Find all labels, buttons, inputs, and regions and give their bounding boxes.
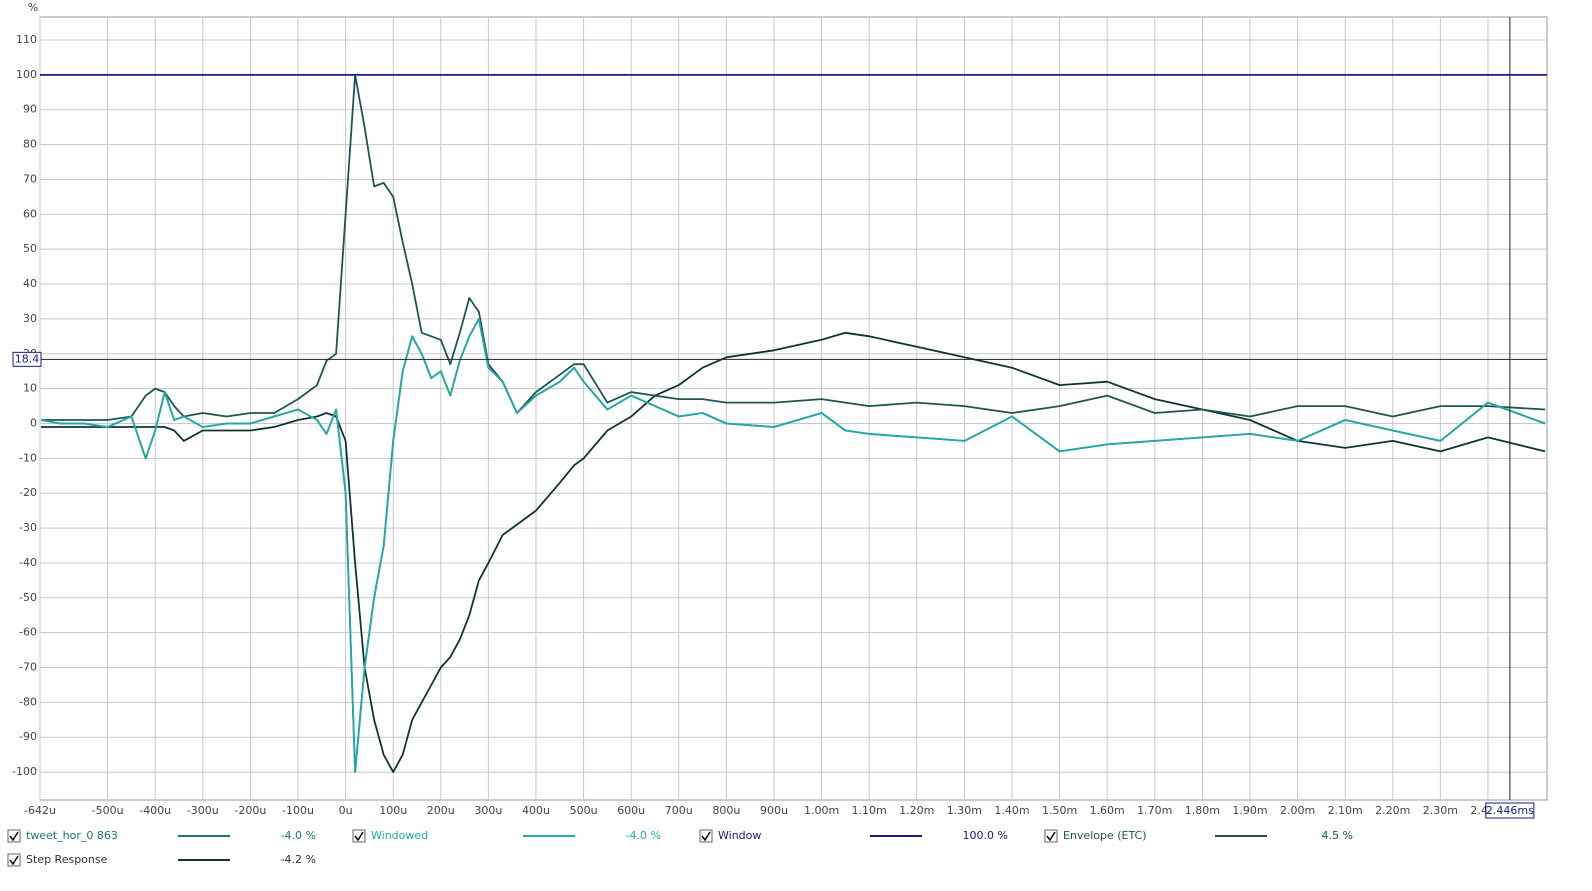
y-tick-label: -20 [19, 486, 37, 499]
x-tick-label: 200u [427, 804, 455, 817]
y-tick-label: 110 [16, 33, 37, 46]
x-tick-label: 700u [665, 804, 693, 817]
checkbox[interactable] [352, 829, 366, 843]
x-tick-label: -400u [139, 804, 171, 817]
y-tick-label: 60 [23, 207, 37, 220]
x-tick-label: 2.00m [1280, 804, 1315, 817]
checkbox[interactable] [1044, 829, 1058, 843]
x-tick-label: 1.40m [994, 804, 1029, 817]
series-line [41, 74, 1546, 421]
legend-readout: 100.0 % [963, 829, 1008, 842]
x-tick-label: 2.30m [1423, 804, 1458, 817]
checkmark [354, 831, 364, 842]
legend-readout: -4.2 % [281, 853, 316, 866]
y-tick-label: -30 [19, 521, 37, 534]
legend-name: Envelope (ETC) [1063, 829, 1147, 842]
y-tick-label: -90 [19, 730, 37, 743]
x-tick-label: 1.10m [852, 804, 887, 817]
checkmark [1046, 831, 1056, 842]
x-tick-label: 100u [379, 804, 407, 817]
x-tick-label: 900u [760, 804, 788, 817]
legend-name: Window [718, 829, 761, 842]
checkbox[interactable] [7, 829, 21, 843]
legend-readout: -4.0 % [626, 829, 661, 842]
checkbox[interactable] [699, 829, 713, 843]
checkmark [701, 831, 711, 842]
x-cursor-label: 2.446ms [1486, 804, 1534, 817]
y-tick-label: -10 [19, 451, 37, 464]
x-tick-label: 1.20m [899, 804, 934, 817]
x-tick-label: 800u [712, 804, 740, 817]
y-tick-label: 10 [23, 382, 37, 395]
x-tick-label: 1.00m [804, 804, 839, 817]
x-tick-label: 1.90m [1232, 804, 1267, 817]
legend-item: Windowed -4.0 % [352, 829, 661, 843]
y-tick-label: 40 [23, 277, 37, 290]
x-tick-label: 2.10m [1328, 804, 1363, 817]
checkmark [9, 831, 19, 842]
x-tick-label: 300u [474, 804, 502, 817]
x-tick-label: -500u [92, 804, 124, 817]
legend-name: Step Response [26, 853, 108, 866]
legend-item: Envelope (ETC) 4.5 % [1044, 829, 1353, 843]
x-tick-label: 1.30m [947, 804, 982, 817]
x-tick-label: 500u [570, 804, 598, 817]
y-tick-label: 30 [23, 312, 37, 325]
y-tick-label: -60 [19, 626, 37, 639]
checkbox[interactable] [7, 853, 21, 867]
x-tick-label: 2.20m [1375, 804, 1410, 817]
x-tick-label: 600u [617, 804, 645, 817]
y-tick-label: 70 [23, 172, 37, 185]
x-tick-label: -300u [187, 804, 219, 817]
x-tick-label: 1.80m [1185, 804, 1220, 817]
x-tick-label: 0u [339, 804, 353, 817]
y-tick-label: 0 [30, 416, 37, 429]
y-axis-label: % [28, 1, 38, 14]
y-tick-label: -40 [19, 556, 37, 569]
x-tick-label: 400u [522, 804, 550, 817]
y-tick-label: -100 [12, 765, 37, 778]
x-tick-label: 1.50m [1042, 804, 1077, 817]
series-line [40, 318, 1546, 773]
legend-item: Step Response -4.2 % [7, 853, 316, 867]
series-line [41, 331, 1546, 773]
x-tick-label: -100u [282, 804, 314, 817]
legend-item: tweet_hor_0 863 -4.0 % [7, 829, 316, 843]
x-tick-label: -200u [234, 804, 266, 817]
y-tick-label: 100 [16, 68, 37, 81]
legend-item: Window 100.0 % [699, 829, 1008, 843]
plot-area [39, 16, 1548, 801]
cursor-label-box [12, 351, 42, 367]
legend-name: tweet_hor_0 863 [26, 829, 118, 842]
x-tick-label: 1.60m [1090, 804, 1125, 817]
cursor-label-box [1485, 802, 1535, 819]
y-tick-label: 90 [23, 103, 37, 116]
y-tick-label: -70 [19, 661, 37, 674]
x-tick-label: 1.70m [1137, 804, 1172, 817]
y-tick-label: -80 [19, 695, 37, 708]
y-tick-label: -50 [19, 591, 37, 604]
y-cursor-label: 18.4 [15, 352, 40, 365]
legend-readout: 4.5 % [1322, 829, 1353, 842]
legend-readout: -4.0 % [281, 829, 316, 842]
x-tick-label: -642u [24, 804, 56, 817]
y-tick-label: 80 [23, 138, 37, 151]
legend-name: Windowed [371, 829, 428, 842]
checkmark [9, 855, 19, 866]
y-tick-label: 50 [23, 242, 37, 255]
